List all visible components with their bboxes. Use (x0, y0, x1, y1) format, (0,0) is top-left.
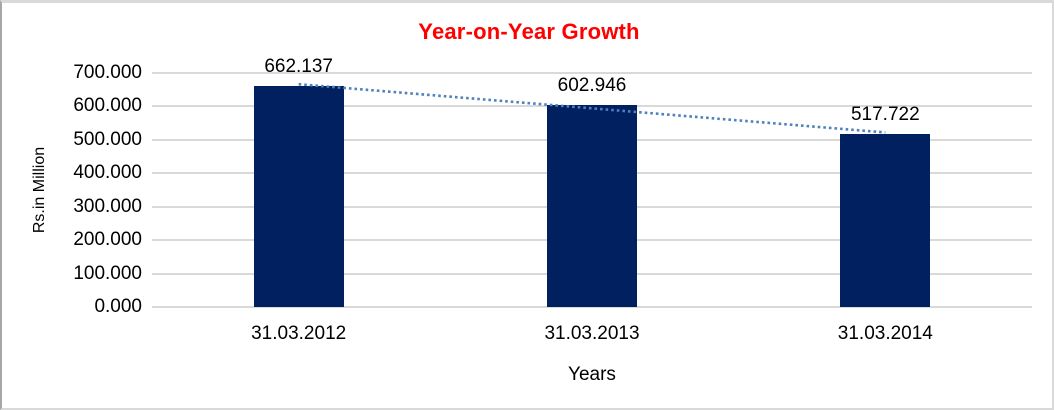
y-axis-tick-label: 400.000 (73, 162, 142, 184)
y-axis-tick-label: 500.000 (73, 128, 142, 150)
y-axis-tick-label: 0.000 (94, 296, 142, 317)
y-axis-title: Rs.in Million (31, 146, 48, 234)
x-axis-title: Years (568, 364, 616, 385)
y-axis-tick-label: 100.000 (73, 262, 142, 284)
bar-data-label: 517.722 (850, 103, 920, 125)
bar-31.03.2013 (547, 105, 637, 307)
bar-data-label: 602.946 (557, 75, 627, 97)
y-axis-tick-label: 700.000 (73, 62, 142, 83)
x-axis-category-label: 31.03.2012 (251, 323, 347, 344)
bar-31.03.2012 (253, 85, 344, 307)
gridline (152, 306, 1032, 308)
chart-title: Year-on-Year Growth (418, 19, 640, 44)
plot-area (152, 72, 1032, 308)
y-axis-tick-label: 200.000 (73, 229, 142, 251)
y-axis-tick-label: 600.000 (73, 95, 142, 117)
y-axis-tick-label: 300.000 (73, 195, 142, 217)
gridline (152, 72, 1032, 74)
x-axis-category-label: 31.03.2014 (837, 323, 933, 344)
x-axis-category-label: 31.03.2013 (544, 323, 640, 344)
bar-data-label: 662.137 (264, 55, 333, 77)
bar-31.03.2014 (840, 133, 931, 307)
